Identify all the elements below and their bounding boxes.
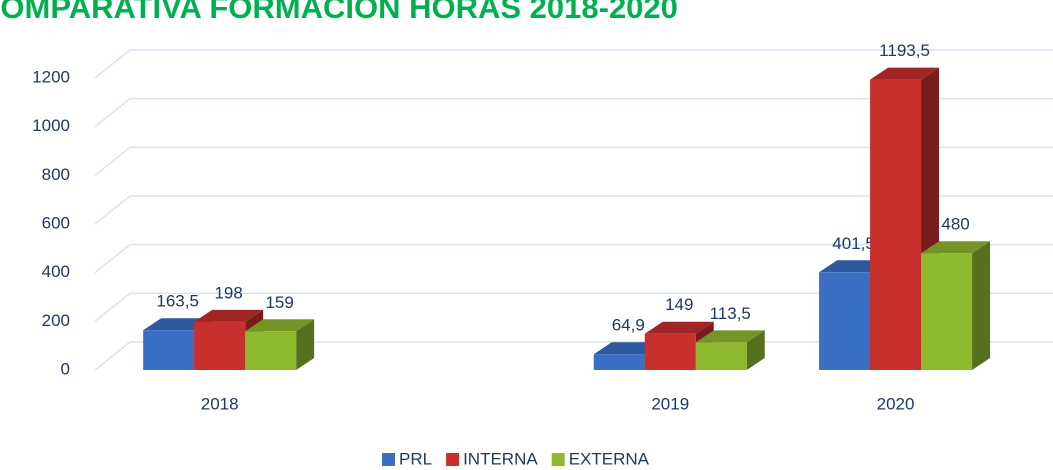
bar bbox=[593, 354, 645, 370]
grid-line bbox=[94, 49, 1053, 79]
y-tick-label: 1200 bbox=[32, 67, 70, 86]
y-tick-label: 800 bbox=[42, 165, 70, 184]
y-tick-label: 0 bbox=[61, 359, 70, 378]
y-tick-label: 600 bbox=[42, 213, 70, 232]
legend-label: PRL bbox=[399, 449, 432, 468]
data-label: 480 bbox=[941, 215, 969, 234]
data-label: 159 bbox=[265, 293, 293, 312]
y-tick-label: 200 bbox=[42, 311, 70, 330]
bar-top bbox=[644, 321, 714, 334]
y-tick-label: 1000 bbox=[32, 116, 70, 135]
bar bbox=[143, 330, 195, 370]
chart-title: COMPARATIVA FORMACIÓN HORAS 2018-2020 bbox=[0, 0, 678, 25]
y-tick-label: 400 bbox=[42, 262, 70, 281]
bar-top bbox=[194, 309, 264, 322]
data-label: 149 bbox=[665, 295, 693, 314]
bar bbox=[870, 79, 922, 370]
bar-side bbox=[972, 241, 991, 370]
bar-top bbox=[695, 330, 765, 343]
bar bbox=[644, 333, 696, 370]
bar-top bbox=[245, 319, 315, 332]
legend-label: INTERNA bbox=[463, 449, 538, 468]
bar-side bbox=[746, 330, 765, 370]
data-label: 113,5 bbox=[710, 304, 751, 323]
bar bbox=[695, 342, 747, 370]
legend-swatch bbox=[446, 453, 460, 466]
x-tick-label: 2019 bbox=[651, 394, 689, 413]
data-label: 64,9 bbox=[612, 316, 645, 335]
bar bbox=[819, 272, 871, 370]
bar-top bbox=[870, 67, 940, 80]
legend-swatch bbox=[551, 453, 565, 466]
bar bbox=[921, 253, 973, 370]
x-tick-label: 2018 bbox=[201, 394, 239, 413]
data-label: 198 bbox=[214, 283, 242, 302]
grid-line bbox=[94, 97, 1053, 128]
x-tick-label: 2020 bbox=[877, 394, 915, 413]
legend-swatch bbox=[382, 453, 395, 466]
bar bbox=[245, 331, 297, 370]
data-label: 1193,5 bbox=[879, 41, 930, 60]
grid-line bbox=[94, 146, 1053, 176]
grid-line bbox=[94, 195, 1053, 225]
bar bbox=[194, 321, 246, 370]
legend-label: EXTERNA bbox=[569, 449, 650, 468]
grid-line bbox=[94, 243, 1053, 274]
grid-line bbox=[94, 292, 1053, 322]
data-label: 401,5 bbox=[832, 234, 875, 253]
data-label: 163,5 bbox=[156, 292, 199, 311]
bar-side bbox=[296, 319, 315, 370]
bar-top bbox=[921, 241, 991, 254]
